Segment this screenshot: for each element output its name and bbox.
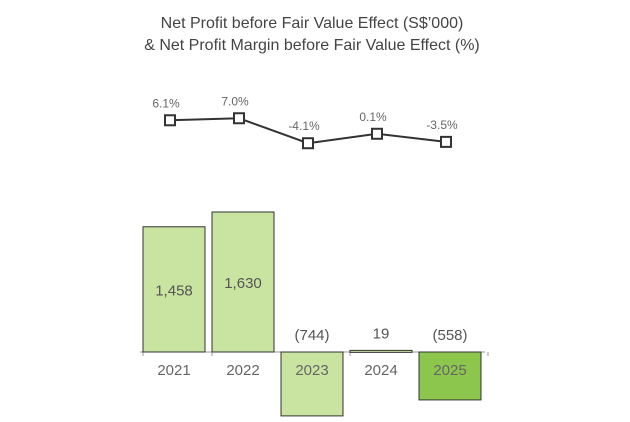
year-label: 2022	[226, 362, 259, 379]
bar-2024	[349, 349, 413, 353]
margin-point-2024	[371, 127, 383, 140]
margin-value-label: 7.0%	[221, 94, 249, 108]
bar-value-label: 1,630	[224, 275, 262, 292]
year-label: 2024	[364, 362, 397, 379]
margin-value-label: -4.1%	[288, 119, 320, 133]
year-label: 2021	[157, 362, 190, 379]
year-label: 2025	[433, 362, 466, 379]
year-label: 2023	[295, 362, 328, 379]
chart-title-line-2: & Net Profit Margin before Fair Value Ef…	[144, 37, 480, 54]
margin-point-2021	[164, 114, 176, 127]
bar-2025	[418, 351, 482, 401]
margin-point-2022	[233, 112, 245, 125]
bar-value-label: 1,458	[155, 282, 193, 299]
profit-bar-chart: 1,458 2021 1,630 2022 (744) 2023 19 2024 (558) 20…	[140, 211, 489, 417]
margin-point-2025	[440, 135, 452, 148]
chart-title-line-1: Net Profit before Fair Value Effect (S$’…	[161, 15, 464, 32]
margin-value-label: 0.1%	[359, 110, 387, 124]
margin-point-2023	[302, 137, 314, 150]
margin-value-label: 6.1%	[152, 96, 180, 110]
bar-value-label: (558)	[432, 327, 467, 344]
bar-2021	[142, 226, 206, 353]
margin-line-chart: 6.1% 7.0% -4.1% 0.1% -3.5%	[152, 94, 458, 150]
bar-2022	[211, 211, 275, 353]
margin-value-label: -3.5%	[426, 118, 458, 132]
bar-value-label: 19	[373, 325, 390, 342]
bar-2023	[280, 351, 344, 417]
bar-value-label: (744)	[294, 327, 329, 344]
